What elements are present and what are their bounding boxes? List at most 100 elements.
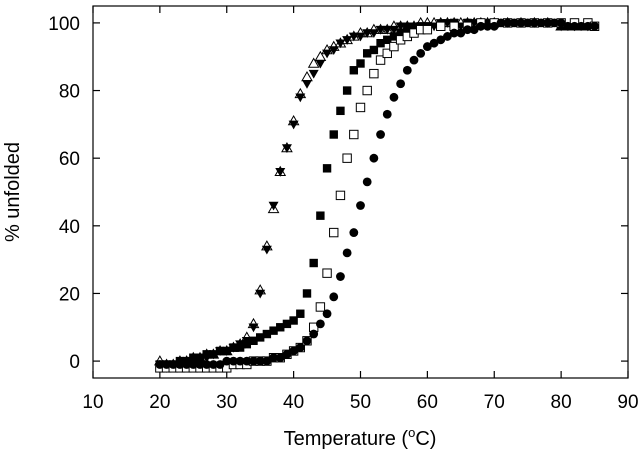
data-point-filled-circle: [309, 329, 319, 339]
data-point-filled-circle: [242, 356, 252, 366]
data-point-filled-square: [229, 343, 238, 352]
data-point-filled-circle: [282, 349, 292, 359]
data-point-open-square: [389, 41, 399, 52]
data-point-open-triangle: [254, 284, 267, 295]
data-point-filled-circle: [302, 336, 312, 346]
data-point-filled-square: [195, 353, 205, 362]
data-point-filled-square: [376, 39, 385, 48]
data-point-filled-circle: [229, 356, 238, 366]
data-point-filled-circle: [503, 18, 513, 28]
data-point-filled-circle: [429, 38, 439, 48]
data-point-filled-circle: [215, 360, 225, 369]
x-axis: 10 20 30 40 50 60 70 80 90: [82, 6, 639, 413]
data-point-filled-circle: [443, 32, 452, 41]
data-point-filled-circle: [483, 21, 492, 31]
data-point-open-square: [335, 190, 346, 201]
data-point-filled-circle: [509, 18, 519, 28]
data-point-filled-circle: [202, 360, 212, 369]
data-point-open-square: [355, 102, 366, 113]
x-axis-title: Temperature (oC): [284, 425, 437, 450]
data-point-filled-circle: [356, 201, 365, 210]
data-point-filled-triangle-down: [268, 201, 279, 211]
data-point-filled-square: [269, 326, 278, 335]
data-point-open-square: [322, 268, 332, 278]
data-point-open-triangle: [354, 27, 367, 38]
data-point-open-square: [342, 153, 352, 163]
data-point-filled-circle: [208, 360, 218, 369]
data-point-filled-circle: [289, 346, 299, 356]
data-point-filled-circle: [336, 272, 345, 281]
data-point-filled-square: [302, 289, 312, 298]
data-point-filled-circle: [182, 360, 192, 369]
data-point-filled-circle: [556, 18, 566, 28]
data-point-filled-circle: [463, 25, 472, 35]
data-point-filled-square: [403, 25, 412, 34]
data-point-filled-triangle-down: [302, 80, 312, 89]
data-point-filled-circle: [195, 360, 205, 369]
data-point-filled-square: [349, 66, 359, 75]
data-point-filled-circle: [262, 356, 272, 366]
data-point-filled-square: [322, 164, 332, 173]
data-point-filled-square: [235, 343, 245, 352]
data-point-filled-circle: [496, 18, 506, 28]
x-tick-label: 70: [484, 392, 505, 413]
data-point-filled-circle: [570, 21, 579, 31]
data-point-filled-triangle-down: [308, 69, 319, 79]
data-point-filled-square: [202, 350, 211, 359]
data-point-open-square: [436, 21, 446, 31]
data-point-filled-circle: [235, 356, 245, 366]
data-point-filled-square: [309, 258, 318, 268]
data-point-filled-circle: [456, 28, 466, 38]
data-point-open-triangle: [294, 87, 307, 99]
data-point-filled-circle: [155, 360, 165, 369]
data-point-open-triangle: [287, 114, 300, 126]
data-point-filled-square: [189, 353, 198, 362]
data-point-filled-circle: [162, 360, 171, 369]
data-point-filled-circle: [188, 360, 198, 369]
data-point-filled-square: [342, 86, 352, 95]
data-point-filled-square: [282, 319, 292, 329]
y-axis-title: % unfolded: [2, 142, 24, 242]
data-point-filled-circle: [275, 353, 285, 363]
data-point-filled-square: [362, 49, 372, 58]
data-point-filled-circle: [255, 356, 265, 366]
data-point-filled-circle: [523, 18, 533, 28]
data-point-filled-circle: [269, 353, 278, 363]
data-point-filled-triangle-down: [315, 59, 326, 69]
data-point-filled-circle: [563, 21, 573, 31]
data-point-filled-square: [255, 333, 265, 342]
data-point-filled-circle: [342, 248, 352, 258]
data-point-filled-square: [262, 329, 272, 339]
data-point-filled-square: [222, 346, 231, 356]
data-point-open-triangle: [301, 71, 313, 82]
data-point-filled-circle: [315, 319, 325, 329]
data-point-filled-circle: [590, 21, 599, 31]
data-point-filled-square: [296, 309, 305, 318]
data-point-open-square: [369, 68, 379, 79]
y-tick-label: 100: [48, 14, 80, 35]
y-tick-label: 40: [59, 217, 80, 238]
data-point-filled-circle: [469, 25, 479, 35]
data-point-open-square: [422, 24, 433, 35]
data-point-filled-circle: [249, 356, 258, 366]
data-point-filled-circle: [576, 21, 586, 31]
data-point-filled-circle: [329, 292, 339, 302]
data-point-filled-circle: [295, 343, 305, 352]
x-axis-title-unit: C): [415, 428, 436, 450]
data-point-open-triangle: [388, 20, 400, 31]
data-point-filled-circle: [583, 21, 593, 31]
data-point-filled-square: [369, 45, 379, 55]
data-point-filled-square: [215, 346, 225, 356]
data-point-open-triangle: [314, 50, 327, 61]
data-point-open-triangle: [247, 317, 260, 329]
data-point-open-triangle: [267, 202, 280, 214]
data-point-filled-square: [389, 32, 399, 41]
data-point-filled-circle: [396, 79, 406, 89]
data-point-filled-square: [209, 350, 218, 359]
x-tick-label: 90: [617, 392, 638, 413]
x-tick-label: 50: [350, 392, 371, 413]
data-point-open-square: [375, 55, 386, 65]
data-point-open-triangle: [368, 23, 380, 34]
data-point-open-triangle: [261, 240, 273, 251]
